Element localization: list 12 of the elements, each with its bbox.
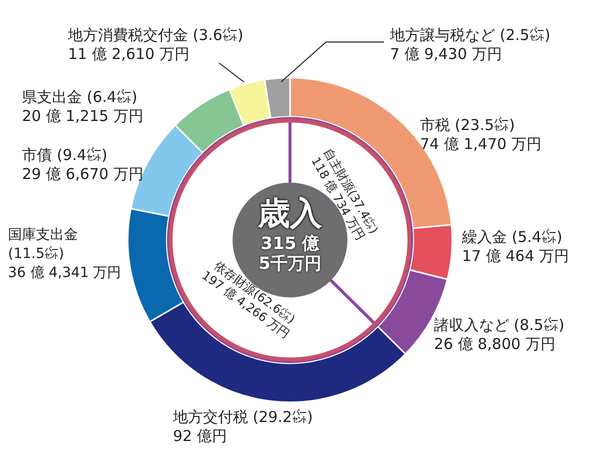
slice-label: 県支出金 (6.4㌫) 20 億 1,215 万円 <box>22 88 144 125</box>
text: 315 億 5千万円 <box>258 234 322 274</box>
slice-label: 市税 (23.5㌫) 74 億 1,470 万円 <box>420 116 542 153</box>
slice-label: 地方譲与税など (2.5㌫) 7 億 9,430 万円 <box>390 26 550 63</box>
slice-label: 国庫支出金 <box>8 227 78 243</box>
slice-label: 諸収入など (8.5㌫) 26 億 8,800 万円 <box>434 316 564 353</box>
slice-label: 市債 (9.4㌫) 29 億 6,670 万円 <box>22 146 144 183</box>
slice-label: 地方消費税交付金 (3.6㌫) 11 億 2,610 万円 <box>68 26 244 63</box>
slice-label: 繰入金 (5.4㌫) 17 億 464 万円 <box>462 228 570 265</box>
data-label: (11.5㌫) 36 億 4,341 万円 <box>8 246 122 281</box>
text: 歳入 <box>258 194 322 232</box>
slice-label: 地方交付税 (29.2㌫) 92 億円 <box>173 408 313 445</box>
